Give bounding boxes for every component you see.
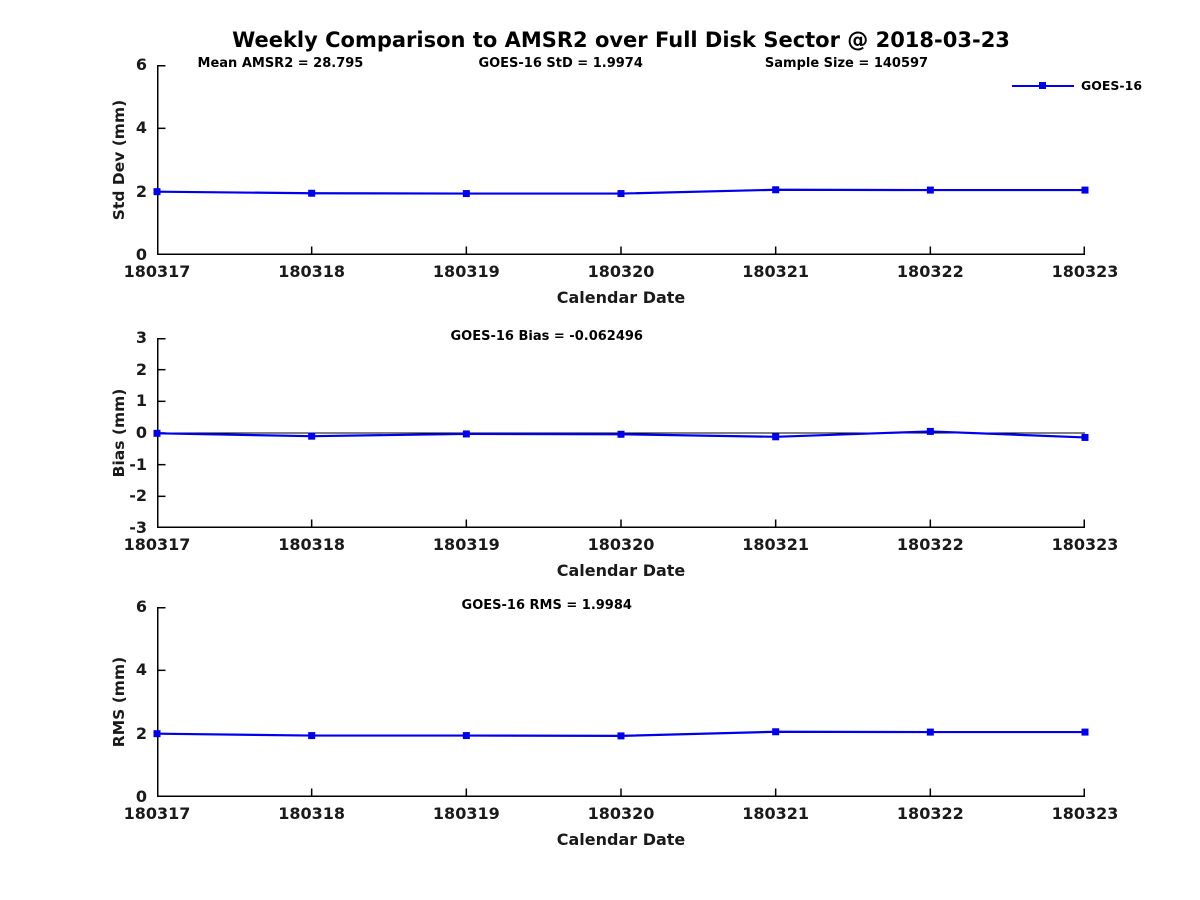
y-tick-label: -1 bbox=[129, 454, 147, 474]
y-tick-label: 1 bbox=[135, 391, 147, 411]
data-point-marker bbox=[926, 186, 934, 194]
stat-annotation: Mean AMSR2 = 28.795 bbox=[197, 56, 364, 71]
chart-title: Weekly Comparison to AMSR2 over Full Dis… bbox=[232, 28, 1010, 52]
y-tick-label: -3 bbox=[129, 518, 147, 537]
data-point-marker bbox=[1081, 186, 1089, 194]
x-tick-label: 180317 bbox=[123, 535, 191, 554]
stat-annotation: Sample Size = 140597 bbox=[764, 56, 929, 71]
x-tick-label: 180320 bbox=[587, 262, 655, 281]
x-tick-label: 180321 bbox=[742, 804, 810, 823]
legend-label: GOES-16 bbox=[1081, 78, 1143, 93]
x-tick-label: 180320 bbox=[587, 804, 655, 823]
x-tick-label: 180319 bbox=[432, 804, 500, 823]
x-tick-label: 180319 bbox=[432, 535, 500, 554]
x-axis-label: Calendar Date bbox=[556, 830, 686, 849]
stat-annotation: GOES-16 RMS = 1.9984 bbox=[461, 598, 632, 613]
data-point-marker bbox=[462, 190, 470, 198]
plot-canvas bbox=[153, 65, 1089, 255]
data-point-marker bbox=[772, 433, 780, 441]
y-tick-label: -2 bbox=[129, 486, 147, 506]
y-tick-label: 2 bbox=[135, 723, 147, 743]
subplot-rms: 0 2 4 6 180317 180318 180319 180320 180321 180322… bbox=[110, 597, 1118, 849]
x-tick-label: 180323 bbox=[1051, 535, 1119, 554]
stat-annotation: GOES-16 Bias = -0.062496 bbox=[450, 329, 643, 344]
y-tick-label: 6 bbox=[135, 597, 147, 616]
plot-canvas bbox=[153, 607, 1089, 797]
x-tick-label: 180318 bbox=[278, 535, 346, 554]
data-point-marker bbox=[153, 429, 161, 437]
data-point-marker bbox=[617, 430, 625, 438]
y-tick-label: 2 bbox=[135, 181, 147, 201]
data-point-marker bbox=[1081, 728, 1089, 736]
data-point-marker bbox=[772, 186, 780, 194]
x-tick-label: 180317 bbox=[123, 262, 191, 281]
y-tick-label: 0 bbox=[135, 787, 147, 806]
x-tick-label: 180320 bbox=[587, 535, 655, 554]
x-axis-label: Calendar Date bbox=[556, 561, 686, 580]
x-tick-label: 180321 bbox=[742, 535, 810, 554]
legend-line-sample bbox=[1012, 79, 1074, 93]
y-tick-label: 6 bbox=[135, 55, 147, 74]
legend: GOES-16 bbox=[1012, 78, 1142, 93]
y-tick-label: 3 bbox=[135, 328, 147, 347]
x-tick-label: 180317 bbox=[123, 804, 191, 823]
x-tick-label: 180322 bbox=[896, 262, 964, 281]
y-tick-label: 2 bbox=[135, 359, 147, 379]
x-tick-label: 180318 bbox=[278, 804, 346, 823]
plot-canvas bbox=[153, 338, 1089, 528]
x-axis-label: Calendar Date bbox=[556, 288, 686, 307]
data-point-marker bbox=[153, 188, 161, 196]
y-axis-label: RMS (mm) bbox=[110, 656, 128, 748]
x-tick-label: 180318 bbox=[278, 262, 346, 281]
stat-annotation: GOES-16 StD = 1.9974 bbox=[478, 56, 643, 71]
x-tick-label: 180322 bbox=[896, 535, 964, 554]
subplot-std-dev: 0 2 4 6 180317 180318 180319 180320 180321 180322… bbox=[110, 55, 1118, 307]
data-point-marker bbox=[462, 430, 470, 438]
y-axis-label: Bias (mm) bbox=[110, 388, 128, 478]
x-tick-label: 180319 bbox=[432, 262, 500, 281]
y-tick-label: 4 bbox=[135, 118, 147, 138]
data-point-marker bbox=[308, 189, 316, 197]
y-tick-label: 0 bbox=[135, 245, 147, 264]
x-tick-label: 180323 bbox=[1051, 804, 1119, 823]
x-tick-label: 180321 bbox=[742, 262, 810, 281]
data-point-marker bbox=[617, 190, 625, 198]
data-point-marker bbox=[462, 732, 470, 740]
subplot-bias: -3 -2 -1 0 1 2 3 180317 180318 180319 180320 180321… bbox=[110, 328, 1118, 580]
data-point-marker bbox=[926, 427, 934, 435]
x-tick-label: 180322 bbox=[896, 804, 964, 823]
data-point-marker bbox=[926, 728, 934, 736]
data-point-marker bbox=[1081, 433, 1089, 441]
x-tick-label: 180323 bbox=[1051, 262, 1119, 281]
y-axis-label: Std Dev (mm) bbox=[110, 99, 128, 221]
y-tick-label: 4 bbox=[135, 660, 147, 680]
y-tick-label: 0 bbox=[135, 423, 147, 442]
legend-square-marker-icon bbox=[1039, 82, 1046, 89]
data-point-marker bbox=[153, 730, 161, 738]
data-point-marker bbox=[308, 732, 316, 740]
data-point-marker bbox=[308, 432, 316, 440]
data-point-marker bbox=[617, 732, 625, 740]
data-point-marker bbox=[772, 728, 780, 736]
